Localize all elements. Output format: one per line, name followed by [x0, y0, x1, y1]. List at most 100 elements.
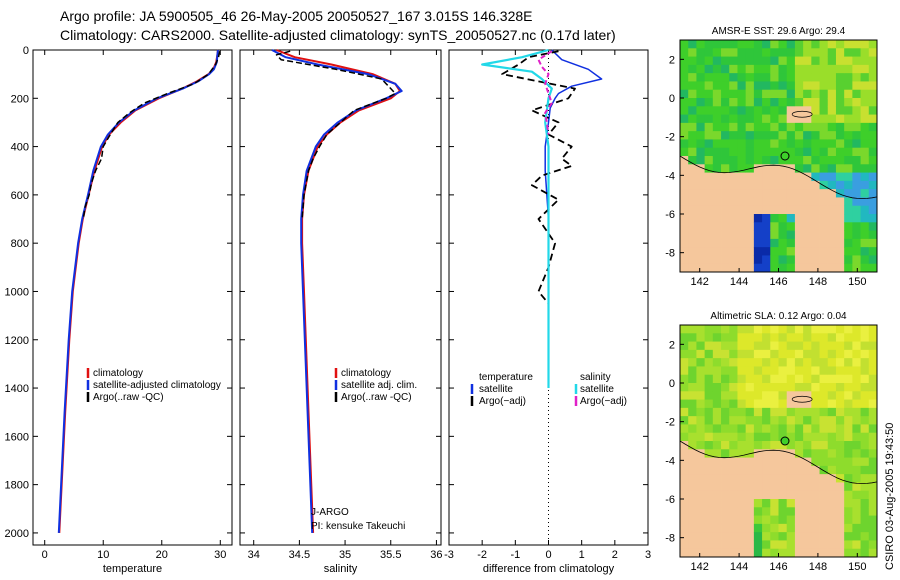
y-tick-label: 2 [669, 54, 675, 66]
grid-cell [753, 40, 763, 49]
grid-cell [721, 358, 730, 367]
y-tick-label: 0 [23, 45, 29, 57]
grid-cell [827, 399, 837, 409]
grid-cell [827, 333, 837, 342]
grid-cell [762, 499, 771, 508]
grid-cell [819, 255, 829, 265]
grid-cell [704, 482, 714, 492]
grid-cell [803, 222, 812, 231]
grid-cell [868, 147, 878, 157]
grid-cell [680, 532, 689, 541]
grid-cell [803, 374, 812, 384]
grid-cell [753, 540, 763, 550]
grid-cell [794, 73, 804, 82]
grid-cell [753, 238, 763, 248]
grid-cell [868, 349, 878, 359]
grid-cell [680, 222, 689, 231]
grid-cell [712, 98, 722, 107]
grid-cell [770, 64, 779, 74]
grid-cell [770, 56, 779, 66]
grid-cell [827, 499, 837, 508]
grid-cell [835, 172, 845, 182]
grid-cell [762, 197, 771, 207]
grid-cell [721, 73, 730, 82]
grid-cell [737, 523, 747, 533]
grid-cell [860, 333, 870, 342]
grid-cell [704, 64, 714, 74]
grid-cell [860, 349, 870, 359]
grid-cell [786, 214, 796, 223]
grid-cell [835, 64, 845, 74]
grid-cell [680, 40, 689, 49]
grid-cell [688, 263, 697, 273]
grid-cell [696, 222, 706, 231]
grid-cell [712, 540, 722, 550]
grid-cell [696, 507, 706, 516]
grid-cell [688, 474, 697, 483]
grid-cell [868, 391, 878, 400]
grid-cell [762, 432, 771, 442]
grid-cell [868, 222, 878, 231]
grid-cell [729, 325, 738, 334]
grid-cell [844, 81, 853, 91]
grid-cell [696, 205, 706, 215]
grid-cell [778, 180, 788, 190]
grid-cell [852, 399, 861, 409]
y-tick-label: 0 [669, 93, 675, 105]
grid-cell [778, 197, 788, 207]
grid-cell [729, 532, 738, 541]
grid-cell [696, 172, 706, 182]
grid-cell [794, 333, 804, 342]
grid-cell [811, 441, 820, 450]
grid-cell [786, 333, 796, 342]
x-tick-label: 144 [730, 276, 748, 288]
grid-cell [860, 325, 870, 334]
grid-cell [827, 416, 837, 425]
grid-cell [680, 139, 689, 149]
grid-cell [696, 391, 706, 400]
grid-cell [819, 523, 829, 533]
grid-cell [721, 490, 730, 500]
grid-cell [827, 247, 837, 256]
grid-cell [753, 131, 763, 140]
grid-cell [835, 98, 845, 107]
grid-cell [860, 263, 870, 273]
grid-cell [860, 114, 870, 124]
grid-cell [688, 499, 697, 508]
grid-cell [729, 73, 738, 82]
grid-cell [762, 399, 771, 409]
grid-cell [852, 499, 861, 508]
grid-cell [778, 532, 788, 541]
grid-cell [811, 214, 820, 223]
grid-cell [721, 64, 730, 74]
grid-cell [704, 540, 714, 550]
grid-cell [778, 139, 788, 149]
grid-cell [753, 474, 763, 483]
grid-cell [844, 48, 853, 57]
grid-cell [868, 383, 878, 392]
series-argo-raw-qc- [82, 51, 221, 220]
grid-cell [721, 230, 730, 240]
grid-cell [786, 98, 796, 107]
grid-cell [721, 214, 730, 223]
grid-cell [786, 523, 796, 533]
grid-cell [721, 482, 730, 492]
grid-cell [745, 333, 755, 342]
grid-cell [868, 490, 878, 500]
grid-cell [753, 416, 763, 425]
grid-cell [786, 48, 796, 57]
grid-cell [803, 424, 812, 434]
grid-cell [737, 540, 747, 550]
grid-cell [844, 114, 853, 124]
grid-cell [835, 490, 845, 500]
grid-cell [827, 172, 837, 182]
grid-cell [852, 457, 861, 467]
grid-cell [811, 482, 820, 492]
grid-cell [729, 205, 738, 215]
grid-cell [844, 416, 853, 425]
y-tick-label: 200 [11, 93, 29, 105]
grid-cell [680, 358, 689, 367]
grid-cell [868, 449, 878, 458]
grid-cell [770, 114, 779, 124]
grid-cell [811, 189, 820, 198]
